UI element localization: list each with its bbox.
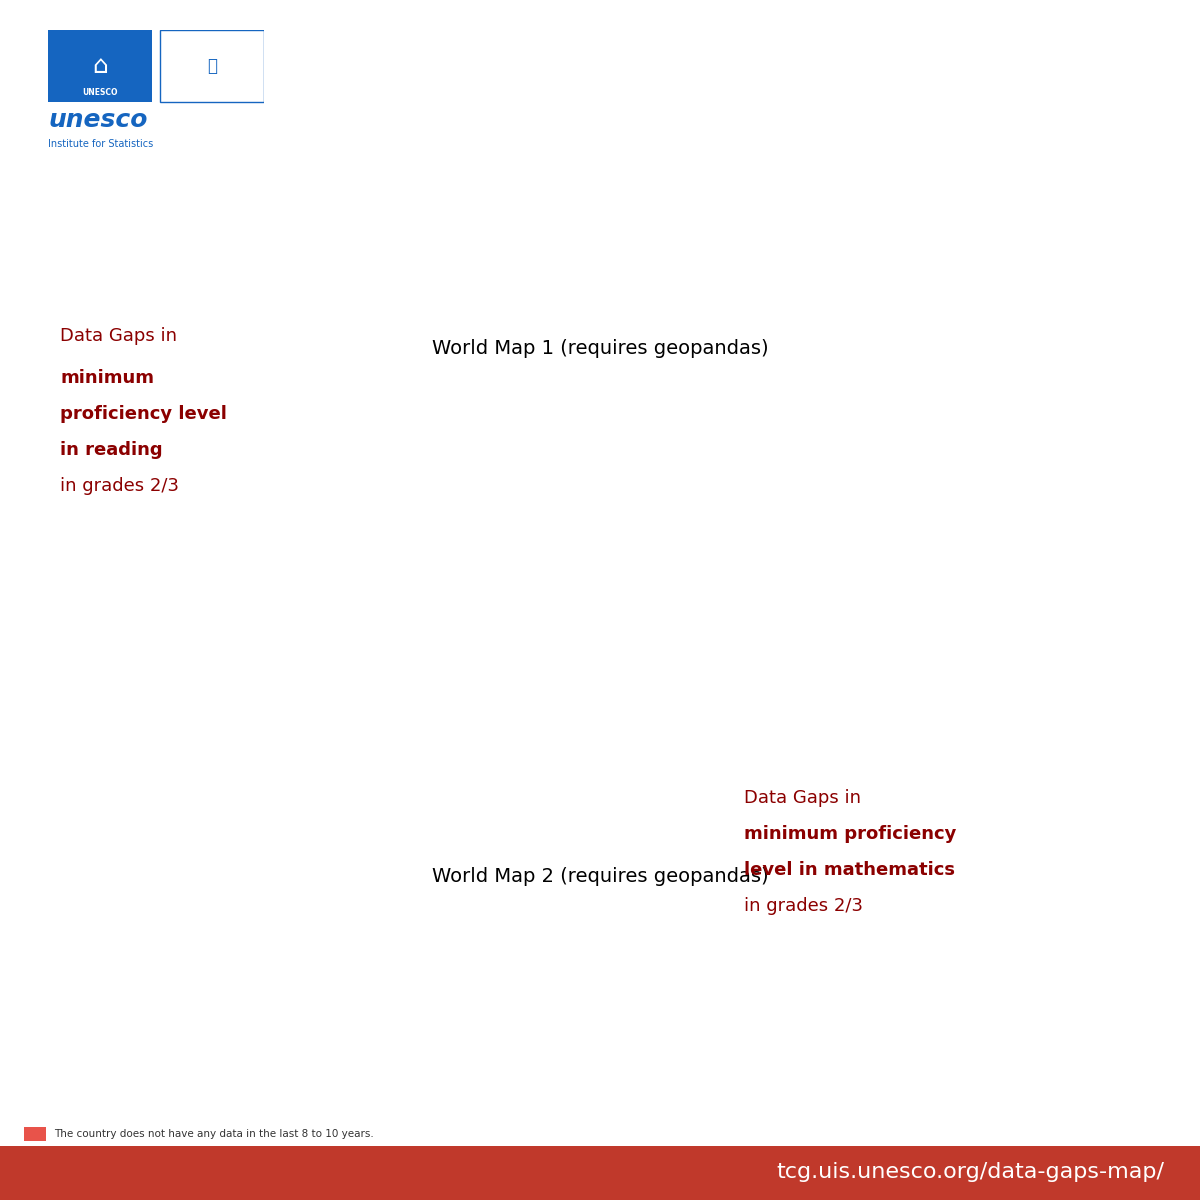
Text: in grades 2/3: in grades 2/3 [60,476,179,494]
Text: proficiency level: proficiency level [60,404,227,422]
Text: UNESCO: UNESCO [82,88,118,97]
Text: World Map 1 (requires geopandas): World Map 1 (requires geopandas) [432,338,768,358]
Text: minimum proficiency: minimum proficiency [744,826,956,842]
Text: The country has at least one data point in the last 4 or 5 years and at least on: The country has at least one data point … [54,1194,851,1200]
Text: The country does not have any data in the last 8 to 10 years.: The country does not have any data in th… [54,1129,373,1139]
Text: The country has at least one data point in the last 8 to 10 years.: The country has at least one data point … [54,1151,391,1160]
Text: Data Gaps in: Data Gaps in [60,326,182,346]
FancyBboxPatch shape [48,30,151,102]
Text: unesco: unesco [48,108,148,132]
Text: in grades 2/3: in grades 2/3 [744,898,863,914]
Text: World Map 2 (requires geopandas): World Map 2 (requires geopandas) [432,866,768,886]
Text: 📊: 📊 [208,56,217,74]
Text: Data Gaps in: Data Gaps in [744,790,862,806]
Text: minimum: minimum [60,368,154,386]
Text: The country has at least one data point in the last 4 to 5 years.: The country has at least one data point … [54,1172,384,1182]
FancyBboxPatch shape [161,30,264,102]
Text: Institute for Statistics: Institute for Statistics [48,139,154,149]
Text: in reading: in reading [60,440,163,458]
Text: level in mathematics: level in mathematics [744,862,955,878]
Text: ⌂: ⌂ [92,54,108,78]
Text: tcg.uis.unesco.org/data-gaps-map/: tcg.uis.unesco.org/data-gaps-map/ [776,1163,1164,1182]
